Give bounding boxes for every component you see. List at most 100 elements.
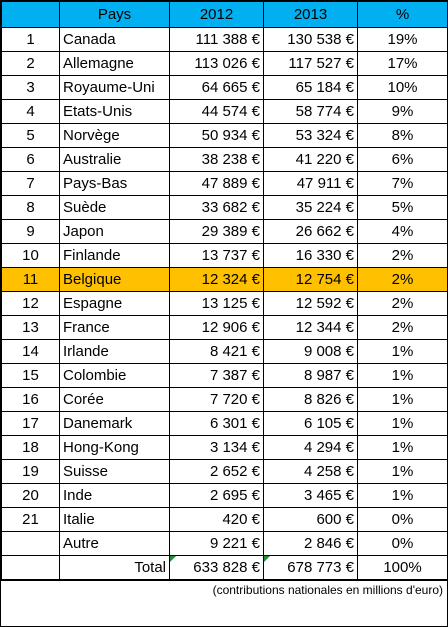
value-2013-cell: 16 330 € bbox=[263, 243, 358, 268]
percent-cell: 2% bbox=[357, 243, 448, 268]
country-cell: Belgique bbox=[59, 267, 170, 292]
country-cell: Colombie bbox=[59, 363, 170, 388]
value-2013-cell: 53 324 € bbox=[263, 123, 358, 148]
percent-cell: 1% bbox=[357, 459, 448, 484]
percent-cell: 0% bbox=[357, 531, 448, 556]
rank-cell: 2 bbox=[1, 51, 60, 76]
rank-cell: 19 bbox=[1, 459, 60, 484]
percent-cell: 6% bbox=[357, 147, 448, 172]
rank-cell: 18 bbox=[1, 435, 60, 460]
header-country: Pays bbox=[59, 1, 170, 28]
table-row: 19 Suisse 2 652 €4 258 €1% bbox=[1, 459, 448, 484]
header-2013: 2013 bbox=[263, 1, 358, 28]
table-row: 13 France 12 906 €12 344 €2% bbox=[1, 315, 448, 340]
value-2012-cell: 64 665 € bbox=[169, 75, 264, 100]
value-2013-cell: 8 987 € bbox=[263, 363, 358, 388]
percent-cell: 0% bbox=[357, 507, 448, 532]
value-2012-cell: 12 324 € bbox=[169, 267, 264, 292]
total-row: Total 633 828 € 678 773 € 100% bbox=[1, 555, 448, 580]
percent-cell: 8% bbox=[357, 123, 448, 148]
country-cell: Etats-Unis bbox=[59, 99, 170, 124]
rank-cell: 13 bbox=[1, 315, 60, 340]
rank-cell: 6 bbox=[1, 147, 60, 172]
value-2012-cell: 29 389 € bbox=[169, 219, 264, 244]
value-2013-cell: 4 294 € bbox=[263, 435, 358, 460]
table-row: 10 Finlande 13 737 €16 330 €2% bbox=[1, 243, 448, 268]
table-row: 1 Canada 111 388 €130 538 €19% bbox=[1, 27, 448, 52]
table-body: 1 Canada 111 388 €130 538 €19% 2 Allemagne 11… bbox=[1, 27, 448, 556]
value-2012-cell: 44 574 € bbox=[169, 99, 264, 124]
percent-cell: 1% bbox=[357, 483, 448, 508]
country-cell: Corée bbox=[59, 387, 170, 412]
value-2013-cell: 26 662 € bbox=[263, 219, 358, 244]
table-row: 4 Etats-Unis 44 574 €58 774 €9% bbox=[1, 99, 448, 124]
total-2013: 678 773 € bbox=[263, 555, 358, 580]
value-2013-cell: 600 € bbox=[263, 507, 358, 532]
value-2012-cell: 7 387 € bbox=[169, 363, 264, 388]
table-row: 7 Pays-Bas 47 889 €47 911 €7% bbox=[1, 171, 448, 196]
table-row: 15 Colombie 7 387 €8 987 €1% bbox=[1, 363, 448, 388]
rank-cell: 9 bbox=[1, 219, 60, 244]
total-rank-cell bbox=[1, 555, 60, 580]
value-2012-cell: 7 720 € bbox=[169, 387, 264, 412]
value-2013-cell: 8 826 € bbox=[263, 387, 358, 412]
percent-cell: 2% bbox=[357, 315, 448, 340]
value-2013-cell: 35 224 € bbox=[263, 195, 358, 220]
value-2013-cell: 47 911 € bbox=[263, 171, 358, 196]
value-2012-cell: 38 238 € bbox=[169, 147, 264, 172]
rank-cell: 1 bbox=[1, 27, 60, 52]
country-cell: Inde bbox=[59, 483, 170, 508]
value-2012-cell: 50 934 € bbox=[169, 123, 264, 148]
value-2013-cell: 58 774 € bbox=[263, 99, 358, 124]
table-row: 18 Hong-Kong 3 134 €4 294 €1% bbox=[1, 435, 448, 460]
percent-cell: 4% bbox=[357, 219, 448, 244]
value-2013-cell: 3 465 € bbox=[263, 483, 358, 508]
table-row: 6 Australie 38 238 €41 220 €6% bbox=[1, 147, 448, 172]
percent-cell: 17% bbox=[357, 51, 448, 76]
value-2012-cell: 2 695 € bbox=[169, 483, 264, 508]
value-2012-cell: 3 134 € bbox=[169, 435, 264, 460]
rank-cell: 20 bbox=[1, 483, 60, 508]
header-percent: % bbox=[357, 1, 448, 28]
rank-cell: 11 bbox=[1, 267, 60, 292]
country-cell: Espagne bbox=[59, 291, 170, 316]
percent-cell: 10% bbox=[357, 75, 448, 100]
value-2013-cell: 9 008 € bbox=[263, 339, 358, 364]
value-2012-cell: 6 301 € bbox=[169, 411, 264, 436]
rank-cell: 4 bbox=[1, 99, 60, 124]
value-2013-cell: 65 184 € bbox=[263, 75, 358, 100]
value-2013-cell: 41 220 € bbox=[263, 147, 358, 172]
value-2013-cell: 12 344 € bbox=[263, 315, 358, 340]
percent-cell: 9% bbox=[357, 99, 448, 124]
table-row: 21 Italie 420 €600 €0% bbox=[1, 507, 448, 532]
percent-cell: 1% bbox=[357, 411, 448, 436]
value-2012-cell: 13 737 € bbox=[169, 243, 264, 268]
table-row: 20 Inde 2 695 €3 465 €1% bbox=[1, 483, 448, 508]
country-cell: Pays-Bas bbox=[59, 171, 170, 196]
table-row: 17 Danemark 6 301 €6 105 €1% bbox=[1, 411, 448, 436]
value-2012-cell: 113 026 € bbox=[169, 51, 264, 76]
rank-cell: 14 bbox=[1, 339, 60, 364]
value-2013-cell: 12 592 € bbox=[263, 291, 358, 316]
table-row: 16 Corée 7 720 €8 826 €1% bbox=[1, 387, 448, 412]
rank-cell: 8 bbox=[1, 195, 60, 220]
rank-cell: 5 bbox=[1, 123, 60, 148]
rank-cell: 15 bbox=[1, 363, 60, 388]
rank-cell: 7 bbox=[1, 171, 60, 196]
footnote: (contributions nationales en millions d'… bbox=[1, 580, 447, 598]
table-row: 3 Royaume-Uni 64 665 €65 184 €10% bbox=[1, 75, 448, 100]
value-2013-cell: 6 105 € bbox=[263, 411, 358, 436]
percent-cell: 5% bbox=[357, 195, 448, 220]
percent-cell: 1% bbox=[357, 435, 448, 460]
country-cell: Hong-Kong bbox=[59, 435, 170, 460]
percent-cell: 2% bbox=[357, 291, 448, 316]
rank-cell: 3 bbox=[1, 75, 60, 100]
value-2012-cell: 33 682 € bbox=[169, 195, 264, 220]
country-cell: Australie bbox=[59, 147, 170, 172]
country-cell: Autre bbox=[59, 531, 170, 556]
percent-cell: 1% bbox=[357, 387, 448, 412]
header-rank bbox=[1, 1, 60, 28]
contributions-table: Pays 20 12 2013 % 1 Canada 111 388 €130 538… bbox=[1, 1, 448, 580]
rank-cell: 16 bbox=[1, 387, 60, 412]
country-cell: Royaume-Uni bbox=[59, 75, 170, 100]
